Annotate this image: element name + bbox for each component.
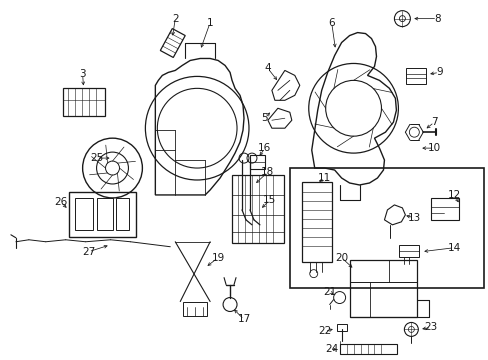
Text: 3: 3 — [79, 69, 86, 80]
Text: 27: 27 — [82, 247, 95, 257]
Text: 14: 14 — [447, 243, 460, 253]
Bar — [62, 88, 104, 116]
Bar — [75, 198, 92, 230]
Bar — [232, 175, 283, 243]
Text: 16: 16 — [258, 143, 271, 153]
Text: 5: 5 — [261, 113, 268, 123]
Bar — [399, 245, 419, 257]
Text: 19: 19 — [211, 253, 224, 263]
Bar — [339, 345, 397, 354]
Text: 24: 24 — [325, 345, 338, 354]
Text: 18: 18 — [261, 167, 274, 177]
Text: 2: 2 — [172, 14, 178, 24]
Text: 10: 10 — [427, 143, 440, 153]
Text: 22: 22 — [317, 327, 331, 336]
Text: 1: 1 — [206, 18, 213, 28]
Text: 7: 7 — [430, 117, 437, 127]
Bar — [406, 68, 426, 84]
Bar — [116, 198, 129, 230]
Text: 20: 20 — [334, 253, 347, 263]
Bar — [68, 192, 136, 237]
Text: 9: 9 — [435, 67, 442, 77]
Bar — [301, 182, 331, 262]
Bar — [249, 155, 264, 169]
Bar — [289, 168, 483, 288]
Bar — [96, 198, 112, 230]
Text: 17: 17 — [237, 314, 250, 324]
Bar — [349, 260, 416, 318]
Text: 23: 23 — [424, 323, 437, 332]
Bar — [430, 198, 458, 220]
Text: 6: 6 — [327, 18, 334, 28]
Text: 8: 8 — [433, 14, 440, 24]
Text: 21: 21 — [323, 287, 336, 297]
Text: 13: 13 — [407, 213, 420, 223]
Text: 4: 4 — [264, 63, 271, 73]
Text: 12: 12 — [447, 190, 460, 200]
Bar — [183, 302, 207, 316]
Text: 26: 26 — [54, 197, 67, 207]
Text: 25: 25 — [90, 153, 103, 163]
Bar — [336, 324, 346, 332]
Text: 15: 15 — [263, 195, 276, 205]
Text: 11: 11 — [317, 173, 331, 183]
